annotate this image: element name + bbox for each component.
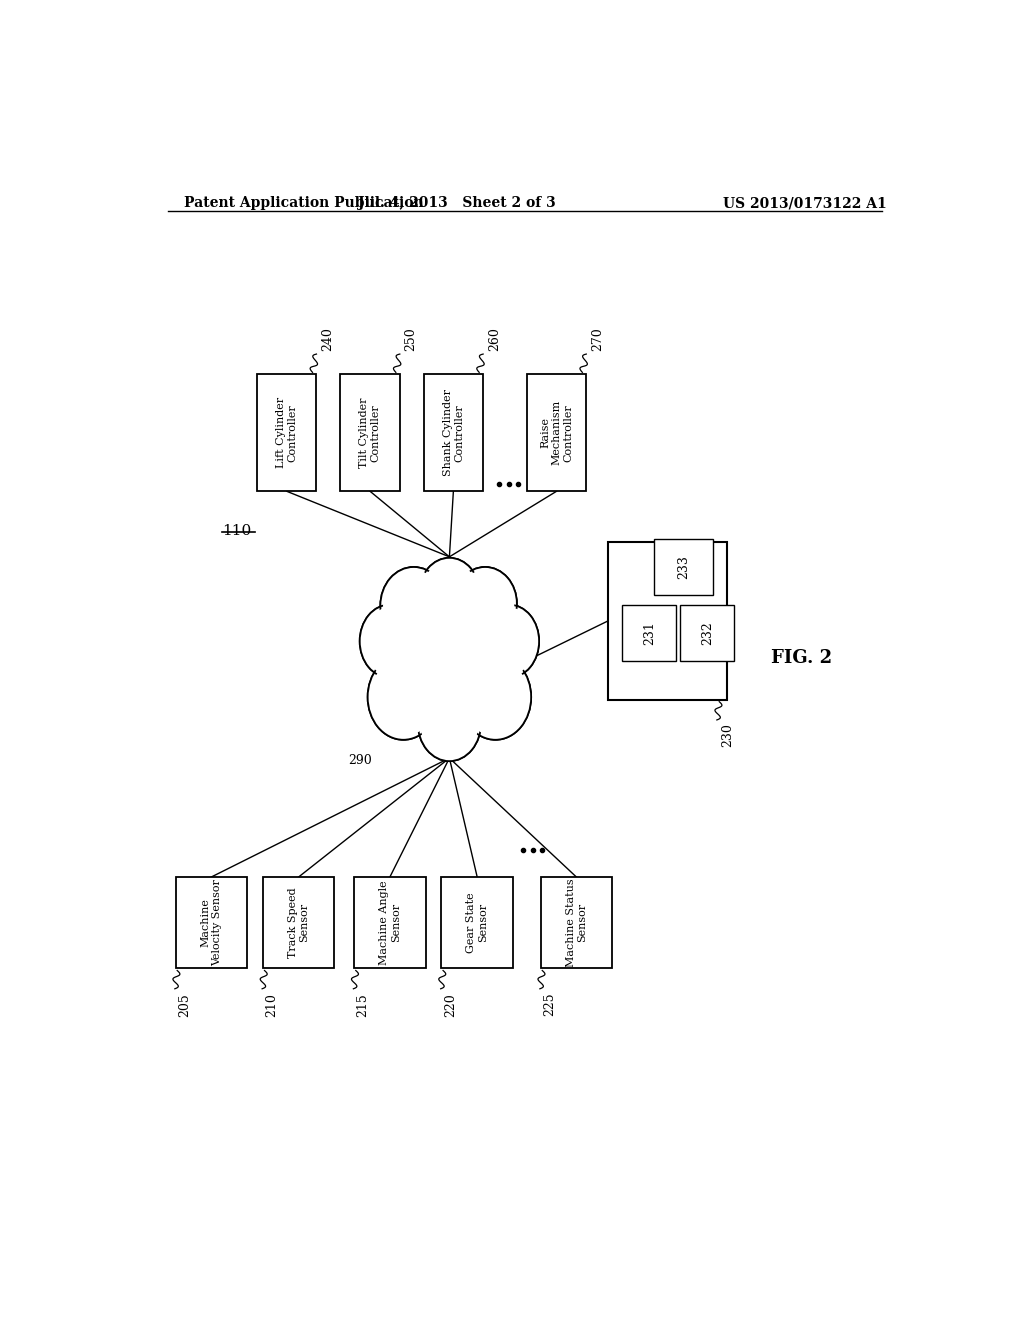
Text: 232: 232 bbox=[700, 622, 714, 645]
Ellipse shape bbox=[463, 657, 528, 737]
Text: 240: 240 bbox=[322, 327, 334, 351]
Ellipse shape bbox=[380, 568, 447, 644]
Ellipse shape bbox=[368, 655, 439, 739]
Text: Lift Cylinder
Controller: Lift Cylinder Controller bbox=[275, 397, 298, 469]
FancyBboxPatch shape bbox=[340, 375, 399, 491]
Text: Machine
Velocity Sensor: Machine Velocity Sensor bbox=[201, 879, 222, 966]
Ellipse shape bbox=[456, 570, 514, 638]
Text: Jul. 4, 2013   Sheet 2 of 3: Jul. 4, 2013 Sheet 2 of 3 bbox=[358, 195, 556, 210]
Ellipse shape bbox=[380, 568, 447, 644]
Ellipse shape bbox=[394, 593, 504, 719]
Text: 205: 205 bbox=[178, 993, 191, 1016]
Text: 220: 220 bbox=[443, 993, 457, 1016]
Ellipse shape bbox=[390, 587, 509, 726]
Text: Machine Status
Sensor: Machine Status Sensor bbox=[565, 878, 587, 968]
Ellipse shape bbox=[390, 587, 509, 726]
Text: Gear State
Sensor: Gear State Sensor bbox=[466, 892, 488, 953]
FancyBboxPatch shape bbox=[257, 375, 316, 491]
Ellipse shape bbox=[460, 655, 531, 739]
Ellipse shape bbox=[390, 587, 509, 726]
Text: Patent Application Publication: Patent Application Publication bbox=[183, 195, 423, 210]
Text: US 2013/0173122 A1: US 2013/0173122 A1 bbox=[723, 195, 887, 210]
Ellipse shape bbox=[479, 605, 539, 677]
Ellipse shape bbox=[422, 561, 477, 626]
FancyBboxPatch shape bbox=[608, 543, 727, 700]
Text: Shank Cylinder
Controller: Shank Cylinder Controller bbox=[442, 389, 464, 477]
Text: 225: 225 bbox=[543, 993, 556, 1016]
Ellipse shape bbox=[454, 568, 517, 640]
Text: Track Speed
Sensor: Track Speed Sensor bbox=[288, 887, 309, 958]
Text: 110: 110 bbox=[221, 524, 251, 539]
Text: FIG. 2: FIG. 2 bbox=[771, 649, 831, 668]
Ellipse shape bbox=[359, 605, 420, 677]
Text: 290: 290 bbox=[348, 754, 373, 767]
Text: 215: 215 bbox=[356, 993, 370, 1016]
FancyBboxPatch shape bbox=[526, 375, 587, 491]
Ellipse shape bbox=[383, 570, 444, 642]
Text: 210: 210 bbox=[265, 993, 279, 1016]
FancyBboxPatch shape bbox=[441, 876, 513, 969]
Ellipse shape bbox=[479, 605, 539, 677]
Text: 231: 231 bbox=[643, 622, 656, 645]
Text: Raise
Mechanism
Controller: Raise Mechanism Controller bbox=[540, 400, 573, 466]
Ellipse shape bbox=[418, 684, 481, 762]
Ellipse shape bbox=[420, 686, 478, 758]
FancyBboxPatch shape bbox=[541, 876, 612, 969]
Ellipse shape bbox=[481, 607, 537, 675]
FancyBboxPatch shape bbox=[354, 876, 426, 969]
Ellipse shape bbox=[418, 684, 481, 762]
Ellipse shape bbox=[371, 657, 436, 737]
Text: Tilt Cylinder
Controller: Tilt Cylinder Controller bbox=[359, 397, 381, 469]
FancyBboxPatch shape bbox=[680, 605, 734, 661]
Text: 260: 260 bbox=[487, 327, 501, 351]
Ellipse shape bbox=[359, 605, 420, 677]
Ellipse shape bbox=[479, 605, 539, 677]
Ellipse shape bbox=[454, 568, 517, 640]
Ellipse shape bbox=[368, 655, 439, 739]
Ellipse shape bbox=[460, 655, 531, 739]
FancyBboxPatch shape bbox=[623, 605, 677, 661]
Ellipse shape bbox=[419, 558, 479, 630]
Ellipse shape bbox=[460, 655, 531, 739]
Ellipse shape bbox=[359, 605, 420, 677]
Ellipse shape bbox=[368, 655, 439, 739]
Text: Machine Angle
Sensor: Machine Angle Sensor bbox=[379, 880, 400, 965]
Text: 250: 250 bbox=[404, 327, 418, 351]
Text: 270: 270 bbox=[591, 327, 604, 351]
Ellipse shape bbox=[362, 607, 418, 675]
FancyBboxPatch shape bbox=[653, 539, 714, 595]
Ellipse shape bbox=[380, 568, 447, 644]
FancyBboxPatch shape bbox=[176, 876, 247, 969]
FancyBboxPatch shape bbox=[424, 375, 483, 491]
Ellipse shape bbox=[419, 558, 479, 630]
Ellipse shape bbox=[454, 568, 517, 640]
Ellipse shape bbox=[419, 558, 479, 630]
Text: 230: 230 bbox=[722, 723, 734, 747]
FancyBboxPatch shape bbox=[263, 876, 334, 969]
Text: 233: 233 bbox=[677, 554, 690, 579]
Ellipse shape bbox=[418, 684, 481, 762]
